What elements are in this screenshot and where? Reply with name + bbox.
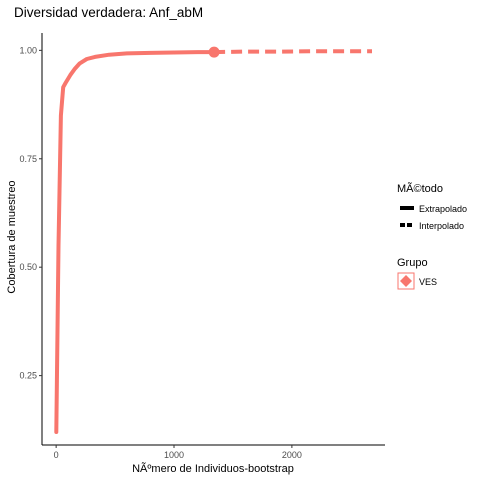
legend-group-item-ves: VES <box>419 277 437 287</box>
x-axis-title: NÃºmero de Individuos-bootstrap <box>132 462 294 475</box>
chart-title: Diversidad verdadera: Anf_abM <box>14 5 203 20</box>
y-tick-label: 1.00 <box>19 45 37 55</box>
y-tick-label: 0.75 <box>19 154 37 164</box>
plot-background <box>42 33 385 445</box>
series-layer <box>54 46 372 434</box>
legend-method-item-extrapolado: Extrapolado <box>419 204 467 214</box>
plot-panel: 0.25 0.50 0.75 1.00 0 1000 2000 <box>19 33 385 460</box>
series-line-interpolado <box>54 50 217 434</box>
y-axis-ticks: 0.25 0.50 0.75 1.00 <box>19 45 42 381</box>
legend-method-title: MÃ©todo <box>397 182 443 195</box>
series-line-extrapolado <box>214 49 372 55</box>
x-tick-label: 2000 <box>282 450 302 460</box>
x-axis-ticks: 0 1000 2000 <box>54 445 302 460</box>
y-tick-label: 0.50 <box>19 262 37 272</box>
legend-method: MÃ©todo Extrapolado Interpolado <box>397 182 467 231</box>
diamond-point-icon <box>400 275 412 287</box>
legend-method-item-interpolado: Interpolado <box>419 221 464 231</box>
legend-group: Grupo VES <box>397 257 437 290</box>
y-tick-label: 0.25 <box>19 371 37 381</box>
observed-point <box>208 46 220 58</box>
y-axis-title: Cobertura de muestreo <box>6 180 18 293</box>
x-tick-label: 0 <box>54 450 59 460</box>
x-tick-label: 1000 <box>164 450 184 460</box>
legend-group-title: Grupo <box>397 257 428 269</box>
